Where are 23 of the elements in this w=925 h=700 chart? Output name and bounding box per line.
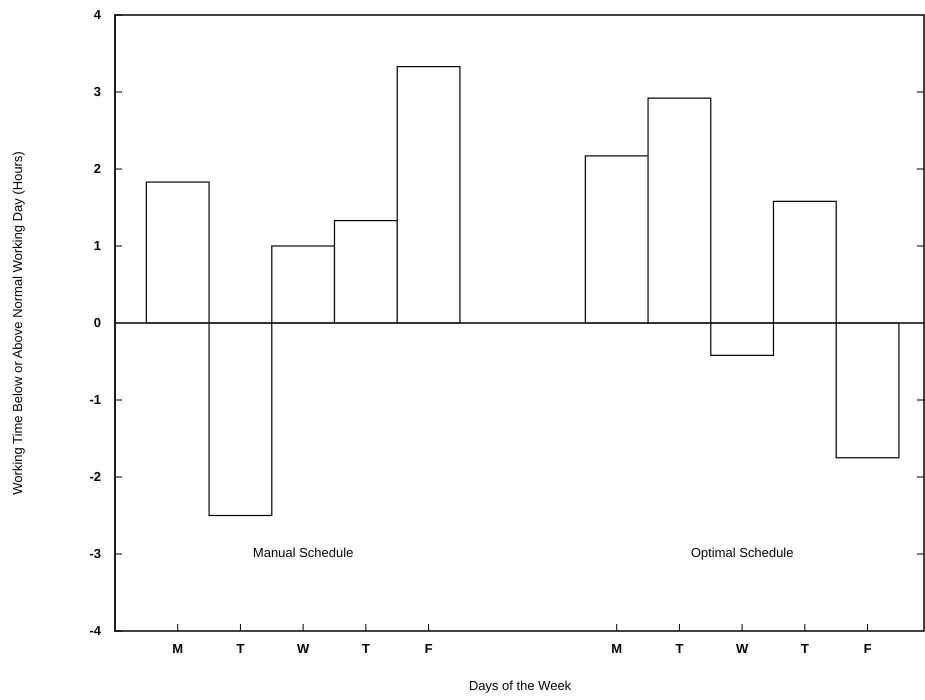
y-tick-label: -3 <box>89 546 101 562</box>
x-tick-label: T <box>800 641 809 656</box>
y-tick-label: 0 <box>94 315 101 330</box>
x-tick-label: T <box>675 641 684 656</box>
x-tick-label: W <box>736 641 749 656</box>
x-tick-label: M <box>172 641 184 656</box>
y-tick-label: 1 <box>94 238 101 254</box>
y-tick-label: -2 <box>89 469 101 484</box>
y-axis-title: Working Time Below or Above Normal Working Day (Hours) <box>10 151 25 495</box>
y-tick-label: -4 <box>89 623 102 638</box>
x-tick-label: M <box>611 641 622 656</box>
y-tick-label: 4 <box>94 7 102 22</box>
x-axis-title: Days of the Week <box>468 678 572 693</box>
annotation: Manual Schedule <box>252 545 354 560</box>
x-tick-label: T <box>236 641 244 656</box>
x-tick-label: T <box>362 641 370 656</box>
y-tick-label: 3 <box>94 84 101 100</box>
y-tick-label: 2 <box>94 161 101 176</box>
x-tick-label: W <box>297 641 310 656</box>
annotation: Optimal Schedule <box>690 545 794 560</box>
x-tick-label: F <box>424 641 433 656</box>
x-tick-label: F <box>864 641 872 656</box>
y-tick-label: -1 <box>89 392 101 408</box>
